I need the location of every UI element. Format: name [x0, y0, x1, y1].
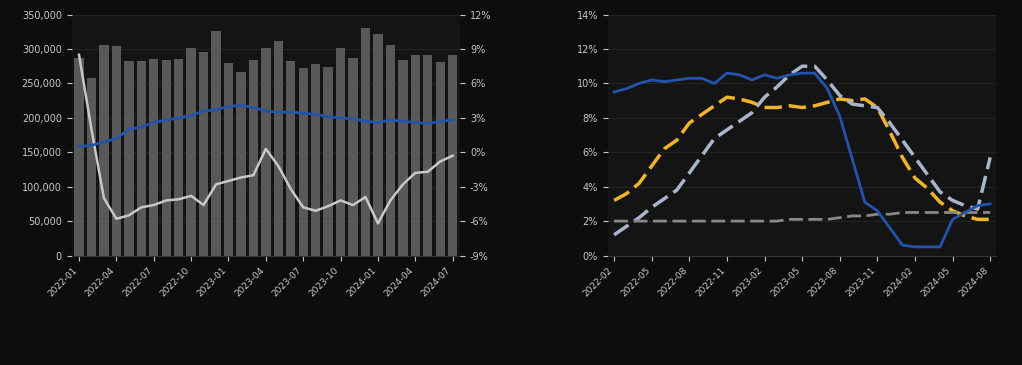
Bar [311, 64, 320, 256]
Bar [373, 34, 382, 256]
Bar [349, 58, 358, 255]
Bar [199, 52, 208, 256]
Bar [224, 64, 233, 256]
Bar [99, 45, 108, 256]
Legend: 整体, 食品饮料和烟草簮食, 维织品, 服务业: 整体, 食品饮料和烟草簮食, 维织品, 服务业 [594, 364, 876, 365]
Bar [75, 58, 84, 255]
Bar [385, 45, 396, 256]
Bar [137, 61, 146, 255]
Bar [448, 55, 458, 255]
Bar [262, 48, 271, 255]
Bar [399, 60, 408, 255]
Bar [111, 46, 121, 255]
Bar [186, 48, 196, 255]
Bar [361, 28, 370, 256]
Bar [212, 31, 221, 256]
Bar [174, 59, 183, 256]
Legend: 平均支出, 实际支出同比(右轴), CPI同比(右轴): 平均支出, 实际支出同比(右轴), CPI同比(右轴) [69, 364, 341, 365]
Bar [411, 54, 420, 255]
Bar [248, 60, 259, 255]
Bar [87, 78, 96, 256]
Bar [423, 55, 432, 255]
Bar [149, 59, 158, 255]
Bar [124, 61, 134, 255]
Bar [286, 61, 295, 255]
Bar [161, 60, 171, 255]
Bar [435, 62, 445, 255]
Bar [323, 67, 333, 255]
Bar [298, 68, 308, 255]
Bar [274, 41, 283, 255]
Bar [236, 72, 245, 255]
Bar [336, 48, 345, 255]
